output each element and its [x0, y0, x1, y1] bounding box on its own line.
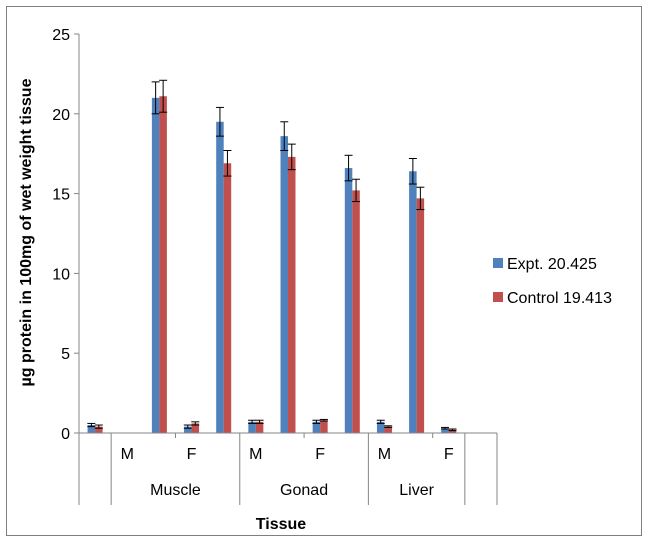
y-axis-title: µg protein in 100mg of wet weight tissue	[18, 78, 35, 386]
legend-label: Expt. 20.425	[507, 256, 597, 273]
bar-control	[95, 426, 103, 433]
bar-control	[223, 163, 232, 433]
y-tick-label: 0	[61, 426, 70, 443]
chart-frame: µg protein in 100mg of wet weight tissue…	[6, 6, 642, 536]
bar-expt	[87, 425, 96, 433]
bar-control	[288, 156, 296, 433]
bar-control	[320, 420, 328, 433]
x-axis-title: Tissue	[256, 516, 307, 533]
bar-control	[448, 429, 457, 433]
bar-control	[159, 96, 167, 433]
x-category-label: M	[121, 446, 134, 463]
bar-expt	[376, 421, 385, 433]
bar-expt	[441, 428, 449, 433]
bar-control	[255, 421, 264, 433]
bar-control	[191, 423, 200, 433]
bar-expt	[184, 426, 192, 433]
legend-swatch	[493, 258, 503, 268]
bar-control	[352, 190, 360, 433]
chart-svg: µg protein in 100mg of wet weight tissue…	[18, 27, 612, 533]
x-category-label: F	[444, 446, 454, 463]
bar-expt	[248, 421, 256, 433]
bar-expt	[151, 97, 160, 433]
x-group-label: Muscle	[150, 482, 201, 499]
x-group-label: Liver	[399, 482, 434, 499]
legend-swatch	[493, 292, 503, 302]
x-group-label: Gonad	[280, 482, 328, 499]
bar-expt	[312, 421, 321, 433]
bar-control	[416, 198, 425, 433]
bar-expt	[344, 168, 353, 433]
bar-expt	[280, 136, 288, 434]
y-tick-label: 5	[61, 346, 70, 363]
x-category-label: M	[378, 446, 391, 463]
x-category-label: F	[187, 446, 197, 463]
y-tick-label: 25	[52, 27, 70, 44]
y-tick-label: 15	[52, 187, 70, 204]
bar-control	[384, 426, 392, 433]
x-category-label: F	[315, 446, 325, 463]
bar-expt	[216, 121, 224, 433]
y-tick-label: 20	[52, 107, 70, 124]
y-tick-label: 10	[52, 266, 70, 283]
legend-label: Control 19.413	[507, 290, 612, 307]
x-category-label: M	[249, 446, 262, 463]
bar-expt	[409, 171, 417, 434]
